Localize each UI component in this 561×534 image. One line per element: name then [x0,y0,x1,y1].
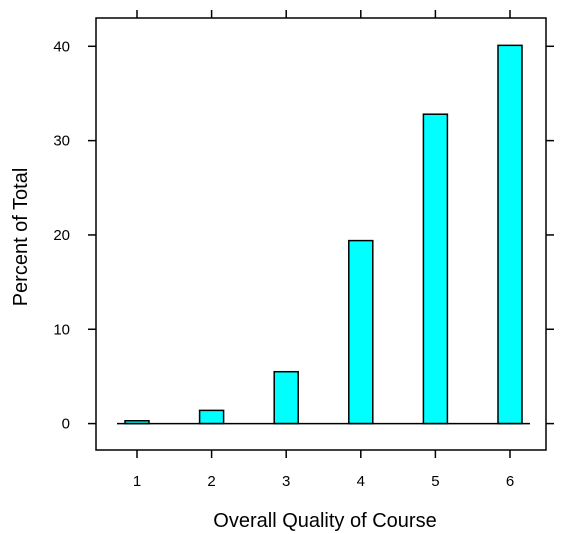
x-axis-ticks: 1 2 3 4 5 6 [133,10,514,490]
bars [124,44,523,425]
y-tick-label: 30 [53,133,70,150]
x-tick-label: 3 [282,473,290,490]
x-tick-label: 6 [506,473,514,490]
y-tick-label: 0 [62,416,70,433]
bar-2 [198,409,225,425]
y-tick-label: 20 [53,227,70,244]
plot-frame [95,17,547,451]
x-tick-label: 2 [207,473,215,490]
y-tick-label: 10 [53,321,70,338]
bar-6 [497,44,523,425]
y-tick-label: 40 [53,38,70,55]
x-tick-label: 5 [431,473,439,490]
bar-5 [422,113,449,425]
y-axis-ticks: 0 10 20 30 40 [53,38,554,433]
x-axis-title: Overall Quality of Course [213,510,436,532]
x-tick-label: 4 [357,473,365,490]
bar-3 [273,370,299,425]
y-axis-title: Percent of Total [10,168,32,307]
bar-4 [348,239,374,425]
x-tick-label: 1 [133,473,141,490]
